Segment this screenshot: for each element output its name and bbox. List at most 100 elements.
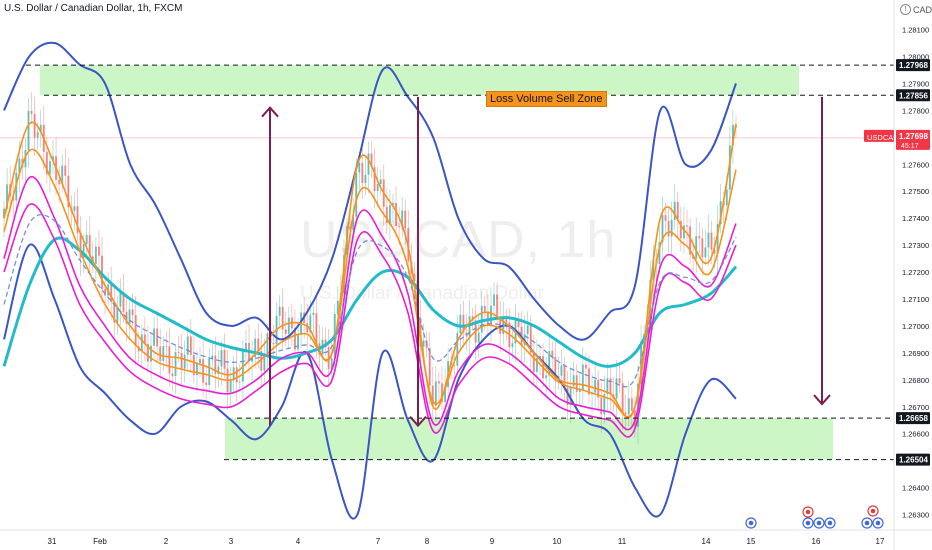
time-axis[interactable]: 31 Feb 2 3 4 7 8 9 10 11 14 15 16 17 — [48, 537, 885, 546]
candle-body — [202, 359, 205, 383]
candle-body — [603, 394, 606, 415]
candle-body — [444, 387, 447, 402]
candle-body — [679, 220, 682, 239]
series-bb_upper — [3, 41, 737, 341]
candle-body — [330, 358, 333, 370]
candle-body — [462, 314, 465, 333]
candle-body — [45, 151, 48, 175]
candle-body — [710, 232, 713, 250]
candle-body — [456, 333, 459, 366]
current-price-tag — [896, 129, 930, 150]
candle-body — [379, 179, 382, 185]
price-tick-label: 1.27600 — [902, 160, 929, 169]
candle-body — [728, 145, 731, 190]
candle-body — [566, 387, 569, 406]
candle-body — [214, 355, 217, 375]
level-price-tag — [896, 59, 930, 72]
time-tick-label: 7 — [376, 537, 381, 546]
time-tick-label: 9 — [490, 537, 495, 546]
symbol-watermark-sub: U.S. Dollar / Canadian Dollar — [300, 283, 544, 304]
candle-body — [297, 334, 300, 350]
candle-body — [104, 289, 107, 296]
symbol-tag-text: USDCAD — [867, 133, 899, 142]
event-flag-dot-icon — [875, 520, 881, 526]
price-tick-label: 1.27500 — [902, 187, 929, 196]
candle-body — [82, 244, 85, 258]
candle-body — [496, 294, 499, 320]
candle-body — [110, 284, 113, 303]
candle-body — [431, 385, 434, 406]
candle-body — [76, 206, 79, 233]
event-flag-dot-icon — [816, 520, 822, 526]
time-tick-label: 14 — [702, 537, 711, 546]
candle-body — [391, 202, 394, 206]
candle-body — [538, 356, 541, 358]
candle-body — [58, 179, 61, 185]
price-tick-label: 1.26300 — [902, 511, 929, 520]
time-tick-label: 10 — [553, 537, 562, 546]
candle-body — [113, 302, 116, 323]
candle-body — [695, 236, 698, 259]
candle-body — [658, 242, 661, 265]
level-price-tag — [896, 453, 930, 466]
candle-body — [217, 366, 220, 375]
candle-body — [453, 364, 456, 366]
candle-body — [618, 378, 621, 384]
candle-body — [97, 246, 100, 256]
time-tick-label: 2 — [164, 537, 169, 546]
economic-events[interactable] — [745, 505, 884, 529]
price-tick-label: 1.26400 — [902, 484, 929, 493]
currency-selector[interactable]: ! CAD — [900, 4, 932, 15]
candle-body — [554, 357, 557, 381]
candle-body — [493, 294, 496, 306]
time-tick-label: 4 — [296, 537, 301, 546]
event-flag-dot-icon — [827, 520, 833, 526]
candle-body — [33, 113, 36, 138]
arrow-head-0 — [261, 106, 279, 118]
level-price-text: 1.26658 — [899, 414, 928, 423]
candle-body — [388, 205, 391, 223]
currency-label: CAD — [913, 4, 932, 15]
candle-body — [560, 365, 563, 376]
candle-body — [131, 309, 134, 316]
series-dashed-mid — [3, 214, 737, 388]
candle-body — [349, 226, 352, 230]
candle-body — [725, 189, 728, 206]
candle-body — [162, 346, 165, 361]
price-tick-label: 1.27200 — [902, 268, 929, 277]
candle-body — [572, 375, 575, 387]
candle-body — [312, 313, 315, 316]
arrows-layer — [261, 96, 831, 428]
candle-body — [153, 328, 156, 346]
price-tick-label: 1.26600 — [902, 430, 929, 439]
candle-body — [48, 161, 51, 175]
event-flag-dot-icon — [805, 520, 811, 526]
arrow-head-1 — [409, 415, 427, 428]
series-ema_mid — [3, 148, 737, 418]
time-tick-label: 15 — [747, 537, 756, 546]
candle-body — [707, 232, 710, 248]
candle-body — [85, 235, 88, 245]
level-price-tag — [896, 89, 930, 102]
candle-body — [477, 332, 480, 343]
candle-body — [716, 224, 719, 254]
candle-body — [535, 357, 538, 372]
candle-body — [281, 306, 284, 330]
candle-body — [73, 206, 76, 212]
candle-body — [676, 201, 679, 221]
candle-body — [545, 375, 548, 379]
candle-body — [52, 156, 55, 162]
candle-body — [229, 380, 232, 393]
candle-body — [370, 153, 373, 168]
candle-body — [150, 345, 153, 362]
candle-body — [606, 378, 609, 395]
candle-body — [624, 412, 627, 415]
candle-body — [208, 358, 211, 385]
price-tick-label: 1.27100 — [902, 295, 929, 304]
candle-body — [731, 124, 734, 146]
event-flag-dot-icon — [870, 508, 876, 514]
zone-0 — [40, 65, 799, 96]
candle-body — [342, 255, 345, 293]
price-tick-label: 1.26900 — [902, 349, 929, 358]
